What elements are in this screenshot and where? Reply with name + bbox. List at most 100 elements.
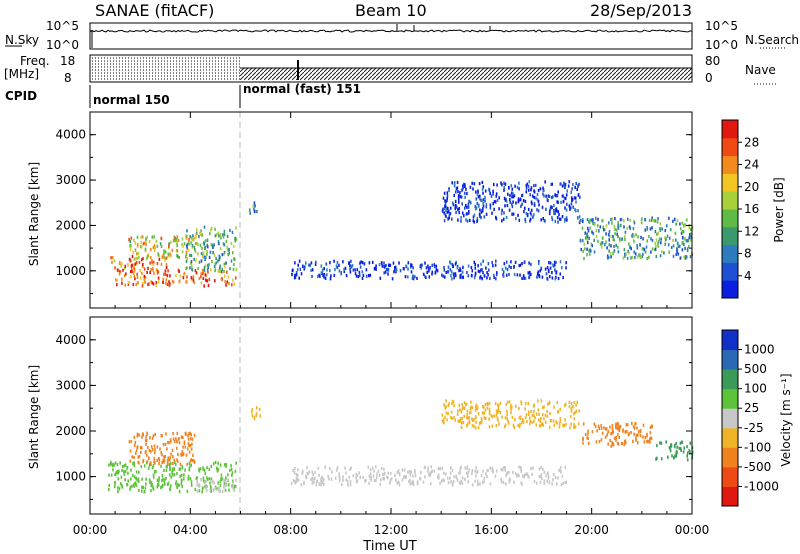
data-cell [198, 467, 200, 471]
data-cell [639, 243, 641, 247]
data-cell [681, 440, 683, 444]
data-cell [153, 235, 155, 239]
data-cell [423, 274, 426, 278]
data-cell [651, 216, 653, 220]
data-cell [185, 244, 188, 248]
data-cell [533, 195, 536, 200]
data-cell [537, 199, 540, 203]
data-cell [512, 192, 514, 196]
data-cell [691, 226, 694, 230]
data-cell [646, 432, 648, 436]
data-cell [542, 192, 544, 196]
data-cell [124, 463, 127, 467]
data-cell [312, 472, 314, 477]
data-cell [492, 264, 494, 268]
data-cell [683, 255, 685, 259]
data-cell [475, 206, 478, 210]
data-cell [190, 253, 193, 257]
data-cell [135, 470, 138, 474]
data-cell [427, 469, 429, 473]
data-cell [463, 182, 465, 186]
colorbar-swatch [722, 244, 738, 263]
data-cell [477, 264, 479, 268]
data-cell [479, 482, 481, 486]
data-cell [168, 284, 171, 288]
data-cell [572, 405, 574, 409]
colorbar-tick-label: 100 [744, 382, 767, 396]
data-cell [133, 461, 135, 465]
data-cell [457, 218, 459, 222]
data-cell [122, 465, 124, 469]
data-cell [145, 435, 147, 439]
data-cell [165, 432, 167, 436]
data-cell [546, 479, 548, 483]
data-cell [218, 234, 220, 238]
data-cell [163, 479, 166, 483]
data-cell [523, 210, 525, 214]
data-cell [683, 224, 685, 228]
data-cell [210, 243, 213, 247]
data-cell [460, 425, 463, 429]
data-cell [412, 474, 414, 478]
y-tick-label: 1000 [55, 264, 86, 278]
data-cell [449, 476, 451, 480]
data-cell [637, 430, 640, 434]
data-cell [435, 264, 438, 268]
data-cell [141, 271, 143, 275]
data-cell [391, 277, 394, 281]
data-cell [522, 274, 525, 278]
data-cell [552, 478, 554, 482]
data-cell [614, 217, 616, 221]
data-cell [205, 486, 207, 490]
data-cell [590, 218, 592, 222]
data-cell [223, 229, 226, 233]
data-cell [292, 268, 294, 272]
data-cell [221, 477, 223, 481]
data-cell [121, 281, 123, 285]
data-cell [195, 233, 197, 237]
data-cell [160, 464, 162, 468]
data-cell [150, 484, 153, 488]
data-cell [530, 272, 532, 276]
data-cell [513, 480, 515, 484]
data-cell [369, 273, 372, 277]
data-cell [165, 278, 168, 282]
data-cell [227, 253, 229, 257]
data-cell [132, 462, 134, 466]
data-cell [161, 473, 164, 478]
data-cell [142, 485, 144, 489]
data-cell [685, 255, 688, 259]
data-cell [541, 476, 543, 480]
data-cell [630, 256, 632, 260]
data-cell [510, 411, 512, 415]
data-cell [615, 424, 618, 428]
data-cell [500, 468, 503, 472]
data-cell [379, 478, 382, 482]
data-cell [226, 478, 229, 482]
data-cell [523, 475, 525, 479]
data-cell [193, 433, 196, 437]
data-cell [500, 477, 502, 481]
data-cell [217, 481, 219, 485]
data-cell [558, 421, 561, 425]
data-cell [182, 435, 184, 440]
data-cell [679, 222, 681, 226]
data-cell [654, 241, 657, 246]
data-cell [456, 180, 459, 185]
data-cell [466, 409, 469, 413]
data-cell [436, 269, 439, 273]
x-tick-label: 20:00 [574, 523, 609, 537]
data-cell [525, 190, 528, 194]
data-cell [354, 272, 357, 276]
data-cell [657, 244, 659, 248]
data-cell [619, 424, 622, 428]
data-cell [147, 446, 149, 450]
data-cell [541, 413, 544, 417]
data-cell [129, 449, 132, 453]
data-cell [533, 403, 535, 407]
data-cell [206, 268, 209, 272]
data-cell [452, 264, 454, 269]
data-cell [616, 232, 618, 236]
velocity-heatmap [107, 399, 694, 494]
data-cell [420, 470, 422, 475]
